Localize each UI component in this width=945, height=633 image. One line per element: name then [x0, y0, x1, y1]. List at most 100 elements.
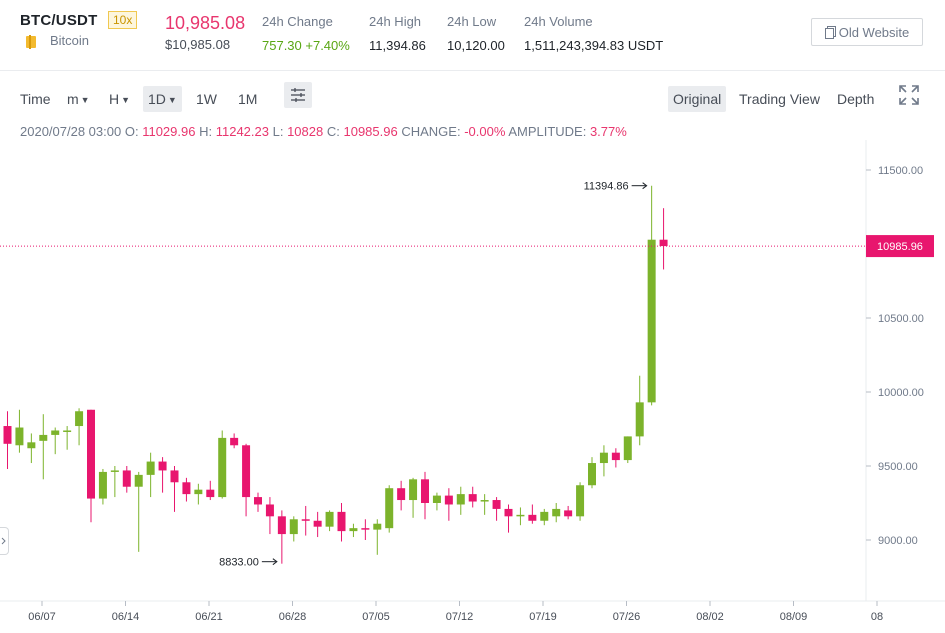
candle-body: [230, 437, 239, 446]
candle-body: [564, 510, 573, 517]
old-website-button[interactable]: Old Website: [811, 18, 923, 46]
candle-body: [456, 494, 465, 505]
candle-body: [313, 520, 322, 527]
chart-settings-button[interactable]: [284, 82, 312, 108]
candle-body: [134, 474, 143, 487]
stat-24h-volume: 24h Volume 1,511,243,394.83 USDT: [524, 14, 663, 53]
tab-depth[interactable]: Depth: [837, 91, 875, 107]
stat-24h-low: 24h Low 10,120.00: [447, 14, 505, 53]
candle-body: [254, 497, 262, 505]
close-label: C:: [326, 124, 340, 139]
close-value: 10985.96: [343, 124, 398, 139]
low-value: 10828: [287, 124, 324, 139]
candle-body: [635, 402, 644, 437]
candle-body: [110, 470, 119, 472]
low-label: L:: [272, 124, 284, 139]
candle-body: [98, 471, 107, 499]
candle-body: [242, 445, 251, 498]
candle-body: [588, 463, 596, 486]
week-interval-button[interactable]: 1W: [196, 91, 217, 107]
current-price-tag: [866, 235, 934, 258]
open-label: O:: [124, 124, 139, 139]
candle-body: [75, 411, 84, 427]
hour-interval-dropdown[interactable]: H ▼: [109, 86, 130, 112]
candle-body: [468, 494, 477, 502]
y-tick-label: 10500.00: [878, 313, 924, 325]
x-tick-label: 08/09: [780, 611, 808, 623]
day-label: 1D: [148, 91, 166, 107]
time-button[interactable]: Time: [20, 91, 51, 107]
candle-body: [3, 426, 12, 444]
market-header: BTC/USDT 10x Bitcoin 10,985.08 $10,985.0…: [0, 0, 945, 71]
candle-body: [170, 470, 179, 483]
candle-body: [409, 479, 418, 501]
open-value: 11029.96: [142, 124, 196, 139]
candle-body: [516, 514, 525, 517]
candle-body: [576, 485, 585, 517]
candle-body: [146, 461, 155, 475]
ohlc-info-bar: 2020/07/28 03:00 O: 11029.96 H: 11242.23…: [20, 124, 627, 139]
candle-body: [552, 508, 561, 517]
tab-original[interactable]: Original: [668, 86, 727, 112]
x-tick-label: 08/02: [696, 611, 724, 623]
candle-body: [385, 488, 394, 529]
candle-body: [444, 495, 453, 505]
candle-body: [27, 442, 36, 449]
scroll-left-handle[interactable]: [0, 527, 9, 555]
candle-body: [206, 489, 215, 498]
pair-title[interactable]: BTC/USDT: [20, 12, 98, 29]
candle-body: [337, 511, 346, 532]
sliders-icon: [291, 88, 305, 102]
candle-body: [492, 500, 501, 509]
stat-24h-change: 24h Change 757.30 +7.40%: [262, 14, 350, 53]
chevron-right-icon: [1, 537, 6, 545]
high-marker-arrowhead: [642, 182, 648, 190]
high-marker-label: 11394.86: [584, 181, 629, 193]
candle-body: [15, 427, 24, 446]
month-interval-button[interactable]: 1M: [238, 91, 258, 107]
fullscreen-icon[interactable]: [898, 84, 920, 106]
candle-body: [480, 500, 489, 502]
old-website-label: Old Website: [838, 24, 910, 40]
day-interval-dropdown[interactable]: 1D ▼: [143, 86, 182, 112]
caret-down-icon: ▼: [167, 95, 177, 105]
x-tick-label: 07/05: [362, 611, 390, 623]
candle-body: [659, 239, 668, 247]
caret-down-icon: ▼: [121, 95, 131, 105]
current-price-label: 10985.96: [877, 241, 923, 253]
high-value: 11242.23: [215, 124, 269, 139]
stat-value: 10,120.00: [447, 38, 505, 53]
candle-body: [289, 519, 298, 535]
candle-body: [39, 434, 48, 441]
candle-body: [611, 452, 620, 461]
candlestick-chart[interactable]: 11500.0011000.0010500.0010000.009500.009…: [0, 140, 945, 633]
stat-label: 24h High: [369, 14, 422, 29]
candle-body: [218, 437, 227, 498]
candle-body: [87, 409, 95, 499]
x-tick-label: 06/07: [28, 611, 56, 623]
x-tick-label: 07/12: [446, 611, 474, 623]
candle-body: [122, 470, 131, 487]
change-value: -0.00%: [464, 124, 506, 139]
stat-value: 1,511,243,394.83 USDT: [524, 38, 664, 53]
candle-body: [51, 430, 60, 435]
stat-value: 757.30 +7.40%: [262, 38, 350, 53]
y-tick-label: 11500.00: [878, 165, 923, 177]
tab-trading-view[interactable]: Trading View: [739, 91, 820, 107]
candle-body: [421, 479, 429, 503]
caret-down-icon: ▼: [80, 95, 90, 105]
x-tick-label: 07/26: [613, 611, 641, 623]
candle-date: 2020/07/28 03:00: [20, 124, 122, 139]
chart-toolbar: Time m ▼ H ▼ 1D ▼ 1W 1M Original Trading Vi…: [0, 71, 945, 117]
stat-label: 24h Low: [447, 14, 497, 29]
candle-body: [265, 504, 274, 517]
minute-interval-dropdown[interactable]: m ▼: [67, 86, 90, 112]
x-tick-label: 06/14: [112, 611, 140, 623]
candle-body: [361, 528, 370, 530]
x-tick-label: 06/21: [195, 611, 223, 623]
candle-body: [599, 452, 608, 464]
stat-label: 24h Change: [262, 14, 333, 29]
candle-body: [277, 516, 286, 535]
candle-body: [528, 514, 537, 521]
last-price-usd: $10,985.08: [165, 37, 231, 52]
